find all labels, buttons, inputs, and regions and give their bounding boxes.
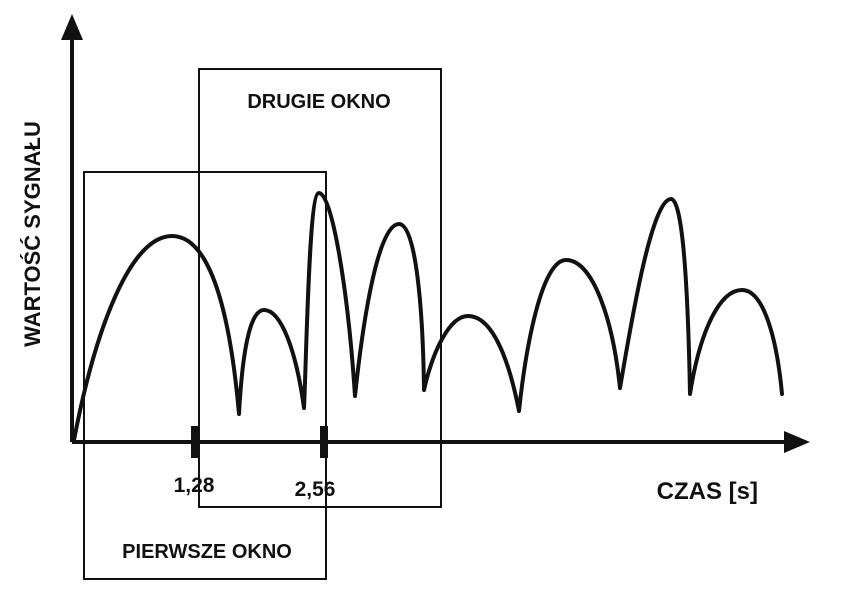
y-axis-label: WARTOŚĆ SYGNAŁU	[20, 121, 45, 347]
signal-curve	[72, 191, 784, 442]
y-axis-arrow	[61, 14, 83, 40]
tick-mark-1	[191, 426, 199, 458]
tick-label-2: 2,56	[295, 478, 336, 501]
first-window-label: PIERWSZE OKNO	[122, 541, 292, 563]
tick-mark-2	[320, 426, 328, 458]
tick-label-1: 1,28	[174, 474, 215, 497]
second-window-label: DRUGIE OKNO	[247, 91, 390, 113]
second-window-box	[198, 68, 442, 508]
x-axis-label: CZAS [s]	[657, 478, 758, 505]
first-window-box	[83, 171, 327, 580]
x-axis-arrow	[784, 431, 810, 453]
